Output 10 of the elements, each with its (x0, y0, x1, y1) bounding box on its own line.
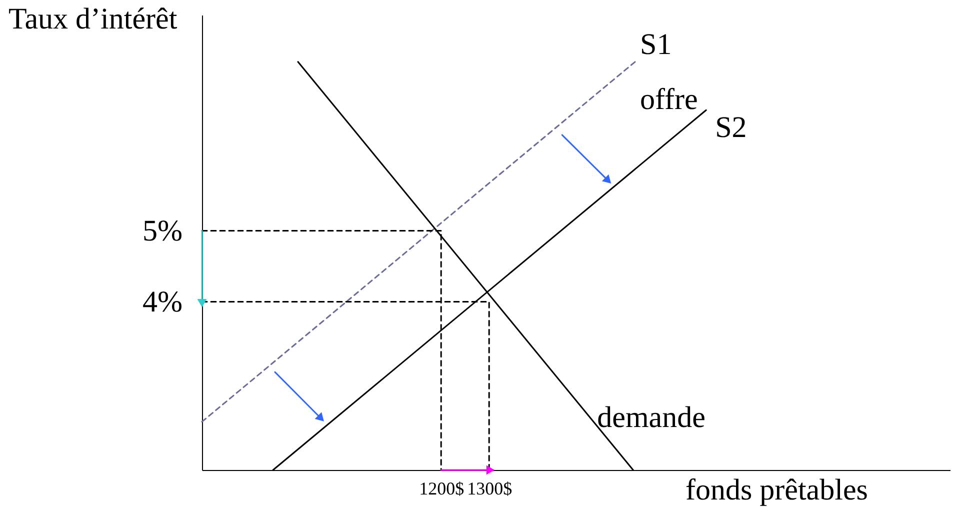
x-tick-label: 1300$ (467, 478, 512, 498)
y-tick-label: 5% (142, 214, 182, 248)
series-label: demande (597, 401, 706, 434)
y-axis-title: Taux d’intérêt (8, 2, 178, 36)
x-axis-title: fonds prêtables (686, 474, 868, 506)
series-label: S2 (715, 111, 747, 144)
x-tick-label: 1200$ (419, 478, 464, 498)
y-tick-label: 4% (142, 285, 182, 318)
series-label: S1 (640, 28, 672, 61)
annotation: offre (640, 82, 698, 116)
